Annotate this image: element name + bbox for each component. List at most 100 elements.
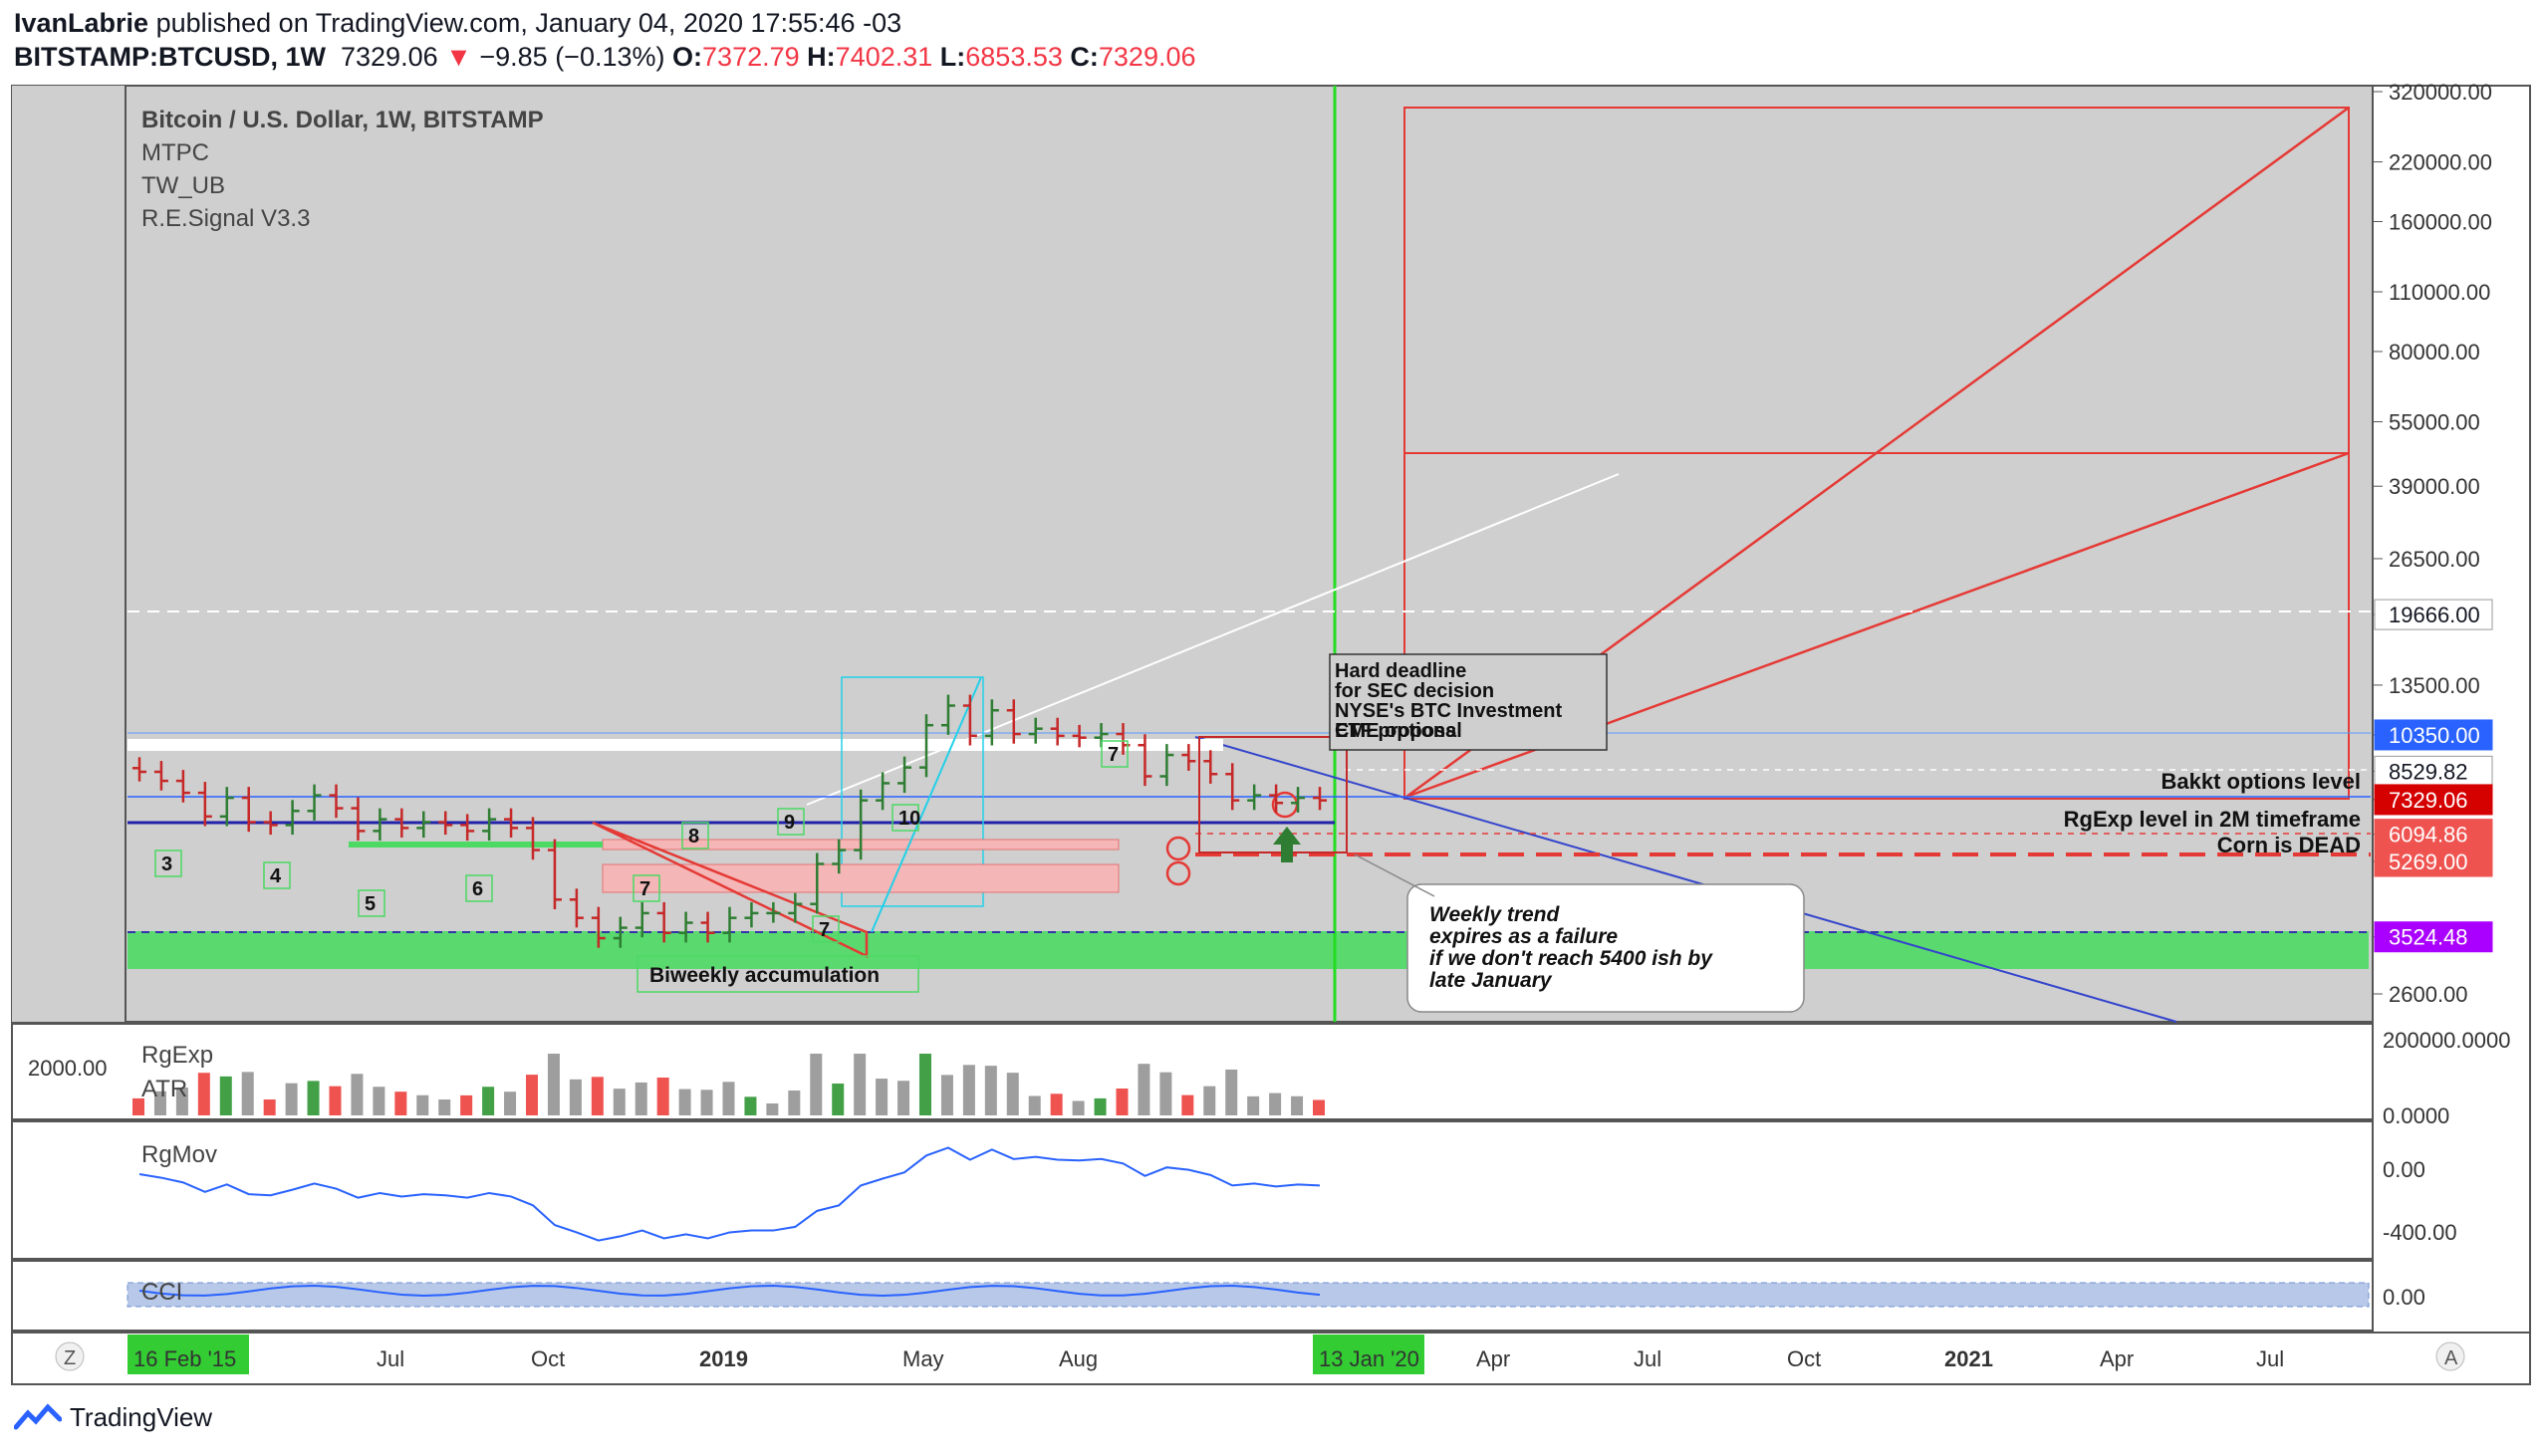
scale-button[interactable] (2435, 1341, 2465, 1371)
volume-bar (219, 1076, 232, 1115)
price-axis-label: 3524.48 (2389, 925, 2468, 950)
wave-label-box (891, 804, 919, 832)
volume-bar (1225, 1069, 1238, 1115)
volume-bar (832, 1084, 845, 1115)
volume-bar (635, 1082, 647, 1115)
volume-bar (722, 1082, 735, 1115)
price-axis-bg[interactable] (2372, 85, 2531, 1334)
subpane-axis-label: 0.00 (2383, 1285, 2425, 1310)
rgmov-pane[interactable] (11, 1120, 2374, 1260)
footer-brand[interactable]: TradingView (70, 1402, 213, 1432)
price-axis-label: 8529.82 (2389, 759, 2468, 784)
tradingview-logo-icon (14, 1402, 62, 1429)
volume-bar (1050, 1093, 1063, 1115)
price-axis-label: 10350.00 (2389, 723, 2480, 748)
time-axis-label: Apr (2100, 1346, 2134, 1371)
volume-bar (962, 1065, 975, 1115)
scale-button[interactable] (55, 1341, 85, 1371)
green-support-zone (127, 931, 2369, 969)
volume-bar (263, 1099, 276, 1115)
rgmov-line (138, 1146, 1321, 1242)
low-value: 6853.53 (965, 42, 1063, 72)
volume-bar (175, 1087, 188, 1115)
publish-text: published on TradingView.com, January 04… (155, 8, 902, 38)
scale-button-label[interactable]: Z (64, 1347, 76, 1369)
time-axis-label: May (902, 1346, 944, 1371)
red-projection-cage (1198, 736, 1348, 853)
volume-bar (1094, 1097, 1107, 1115)
price-axis-label: 2600.00 (2389, 982, 2468, 1007)
time-highlight-box (1313, 1335, 1424, 1374)
red-zone-2 (602, 863, 1120, 893)
cyan-box (841, 676, 984, 907)
time-axis-label: Aug (1059, 1346, 1098, 1371)
callout-pointer (1354, 853, 1435, 897)
footer[interactable]: TradingView (14, 1402, 212, 1433)
volume-bar (1313, 1099, 1325, 1115)
chart-annotation: 3 (161, 853, 172, 875)
clock-icon-2 (1165, 860, 1191, 886)
time-axis-label: Jul (2256, 1346, 2284, 1371)
chart-legend[interactable]: Bitcoin / U.S. Dollar, 1W, BITSTAMP MTPC… (141, 104, 544, 235)
rgexp-label[interactable]: RgExp (141, 1042, 214, 1069)
legend-mtpc[interactable]: MTPC (141, 139, 209, 166)
price-axis-label: 7329.06 (2389, 788, 2468, 813)
low-label: L: (939, 42, 966, 72)
open-label: O: (672, 42, 703, 72)
price-axis-label: 110000.00 (2389, 280, 2490, 305)
wave-label-box (154, 849, 182, 877)
volume-bar (1291, 1095, 1304, 1115)
volume-bar (1269, 1092, 1282, 1115)
volume-bar (1247, 1095, 1260, 1115)
time-axis-label: Jul (1634, 1346, 1661, 1371)
publish-line: IvanLabrie published on TradingView.com,… (14, 8, 901, 39)
time-axis-label: 2021 (1944, 1346, 1993, 1371)
symbol-line: BITSTAMP:BTCUSD, 1W 7329.06 ▼ −9.85 (−0.… (14, 42, 1196, 73)
rgmov-label[interactable]: RgMov (141, 1141, 218, 1168)
atr-label[interactable]: ATR (141, 1076, 188, 1102)
high-value: 7402.31 (835, 42, 933, 72)
publisher-name[interactable]: IvanLabrie (14, 8, 149, 38)
volume-bar (153, 1091, 166, 1115)
volume-bar (241, 1072, 254, 1115)
cci-label[interactable]: CCI (141, 1279, 183, 1306)
main-pane[interactable] (11, 85, 2374, 1023)
volume-bar (897, 1081, 910, 1115)
legend-tw-ub[interactable]: TW_UB (141, 172, 225, 199)
time-axis-label: Apr (1476, 1346, 1510, 1371)
volume-bar (788, 1091, 801, 1115)
price-label-box (2374, 599, 2493, 630)
volume-bar (1181, 1094, 1194, 1115)
legend-resignal[interactable]: R.E.Signal V3.3 (141, 205, 311, 232)
chart-annotation: Biweekly accumulation (649, 964, 880, 987)
time-highlight-box (127, 1335, 249, 1374)
open-value: 7372.79 (702, 42, 800, 72)
chart-annotation: 8 (688, 826, 699, 848)
weekly-trend-callout[interactable] (1406, 883, 1805, 1013)
volume-bar (197, 1073, 210, 1115)
wave-label-box (1101, 740, 1129, 768)
time-axis-bg[interactable] (11, 1332, 2531, 1385)
price-axis-label: 160000.00 (2389, 209, 2492, 234)
chart-annotation: if we don't reach 5400 ish by (1429, 947, 1713, 970)
chart-annotation: Corn is DEAD (2217, 833, 2361, 857)
chart-annotation: 10 (898, 808, 920, 830)
chart-annotation: CME options (1335, 720, 1456, 742)
scale-button-label[interactable]: A (2444, 1347, 2458, 1369)
volume-bar (919, 1054, 931, 1115)
last-price: 7329.06 (341, 42, 438, 72)
wave-label-box (681, 822, 709, 849)
wave-label-box (777, 808, 805, 836)
volume-bar (329, 1086, 342, 1115)
price-label-box (2374, 846, 2493, 877)
chart-annotation: Bakkt options level (2161, 769, 2361, 794)
sec-deadline-box (1329, 653, 1608, 751)
volume-bar (940, 1075, 953, 1115)
price-axis-label: 39000.00 (2389, 474, 2480, 499)
price-label-box (2374, 755, 2493, 787)
volume-bar (526, 1075, 538, 1115)
cyan-rise (871, 676, 982, 933)
legend-symbol[interactable]: Bitcoin / U.S. Dollar, 1W, BITSTAMP (141, 107, 544, 133)
volume-bar (373, 1087, 385, 1115)
